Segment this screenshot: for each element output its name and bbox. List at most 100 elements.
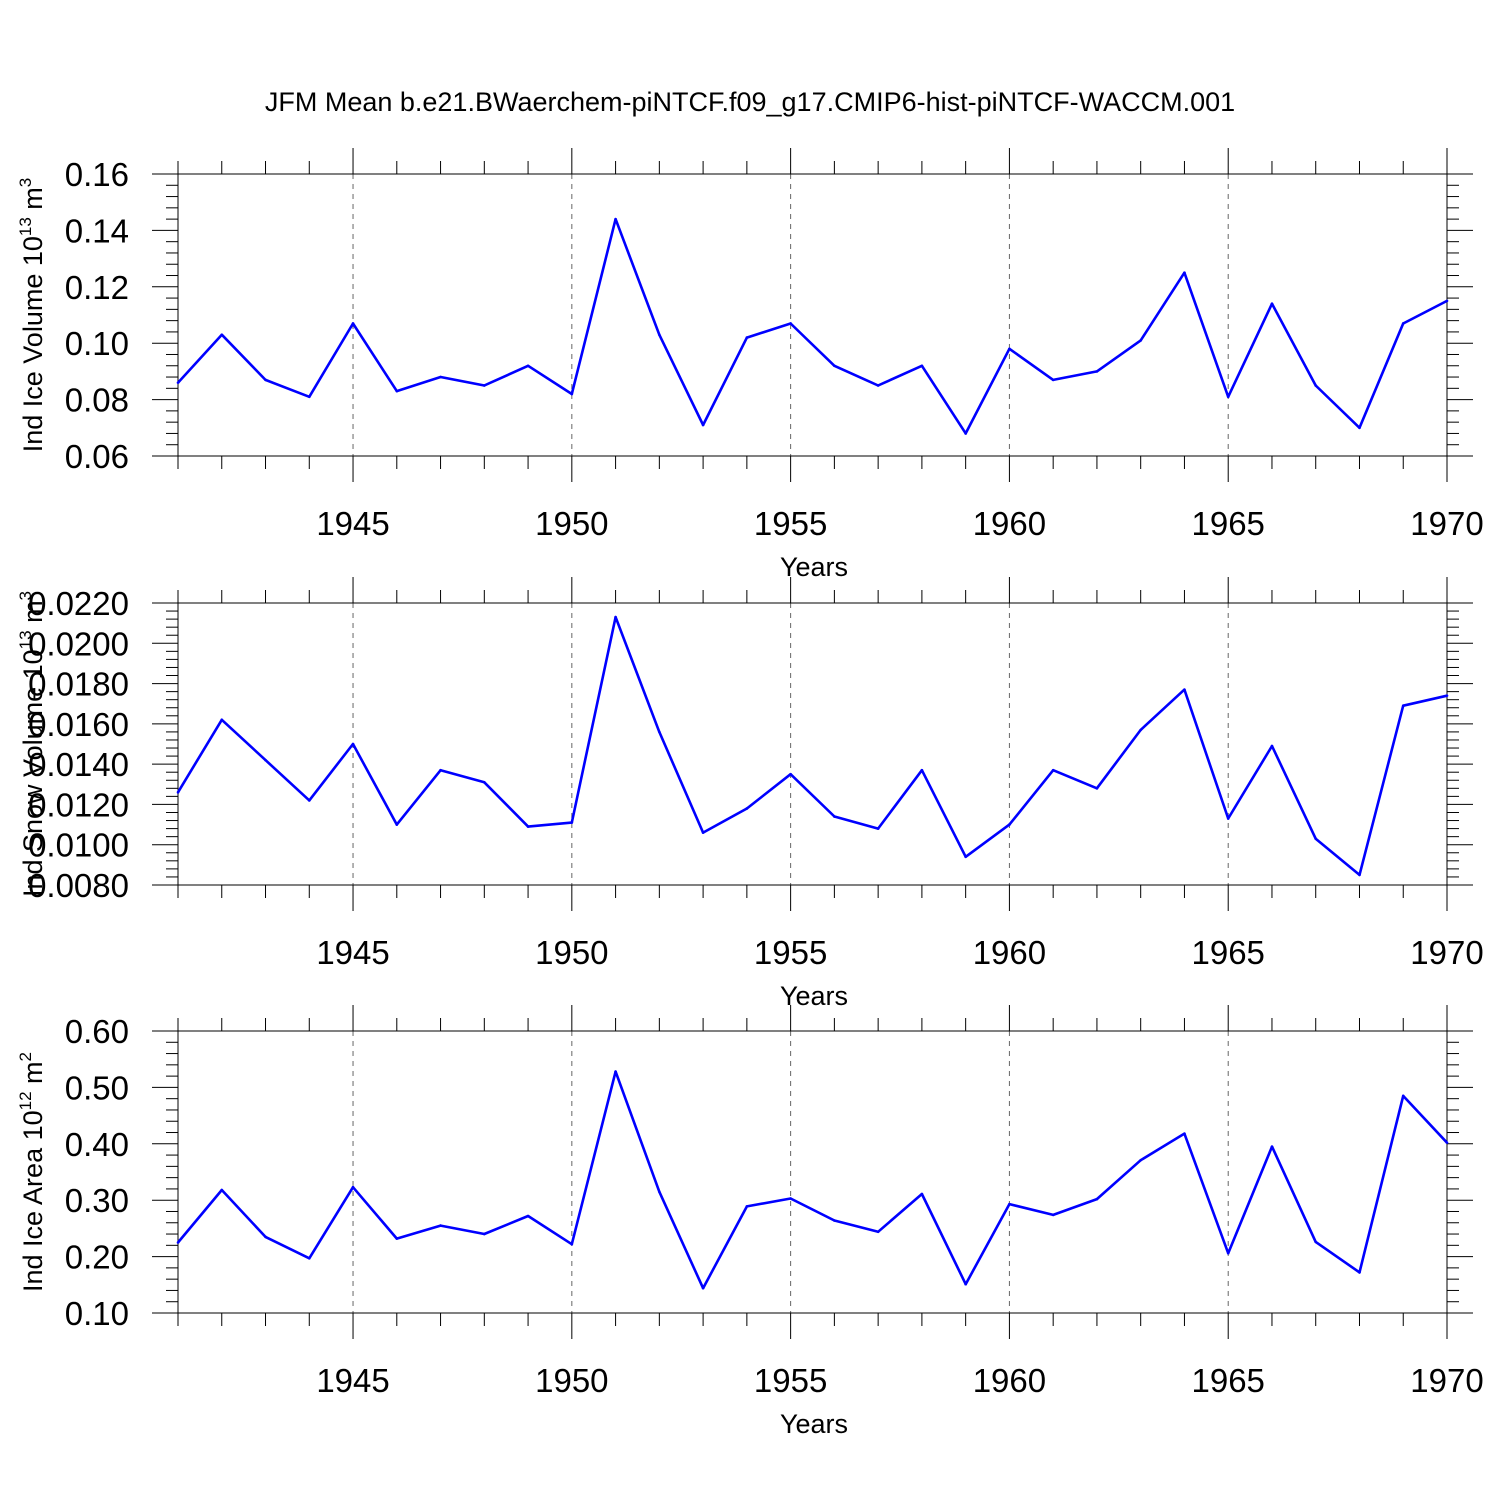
data-point <box>1358 873 1361 877</box>
x-tick-label: 1960 <box>973 1362 1046 1399</box>
y-tick-label: 0.0220 <box>28 585 129 622</box>
data-point <box>570 392 574 396</box>
data-point <box>351 1185 355 1189</box>
x-tick-label: 1965 <box>1191 1362 1264 1399</box>
chart-title: JFM Mean b.e21.BWaerchem-piNTCF.f09_g17.… <box>265 87 1235 117</box>
data-point <box>1008 347 1011 351</box>
data-point <box>439 375 442 379</box>
data-point <box>351 742 355 746</box>
data-point <box>307 395 311 399</box>
data-point <box>526 825 530 828</box>
data-point <box>920 768 924 772</box>
data-point <box>1183 271 1186 275</box>
data-point <box>1095 370 1099 373</box>
data-point <box>1358 1271 1361 1274</box>
data-point <box>264 1235 267 1239</box>
data-point <box>1051 768 1055 772</box>
data-point <box>1051 378 1055 382</box>
data-point <box>570 821 574 824</box>
data-point <box>1445 694 1449 697</box>
data-point <box>1401 1094 1405 1098</box>
data-point <box>789 772 792 776</box>
data-point <box>1183 688 1186 691</box>
panel-1: 0.06 0.08 0.10 0.12 0.14 0.16 1945 1950 1955 1960… <box>16 148 1484 582</box>
data-point <box>1008 823 1011 826</box>
data-point <box>1401 322 1405 325</box>
y-tick-label: 0.0180 <box>28 666 129 703</box>
data-point <box>1226 1251 1230 1255</box>
x-tick-label: 1960 <box>973 934 1046 971</box>
data-point <box>1270 744 1274 748</box>
data-point <box>483 384 486 387</box>
data-point <box>395 389 399 393</box>
data-point <box>701 831 705 834</box>
y-axis-title: Ind Ice Area 1012 m2 <box>16 1052 48 1292</box>
data-point <box>1226 395 1230 399</box>
x-tick-label: 1965 <box>1191 505 1264 542</box>
data-point <box>920 364 924 368</box>
data-point <box>614 217 617 221</box>
y-tick-label: 0.06 <box>65 438 129 475</box>
x-axis-title: Years <box>780 981 848 1011</box>
data-point <box>1139 339 1142 342</box>
data-point <box>395 1237 399 1240</box>
data-point <box>439 768 442 772</box>
x-tick-label: 1970 <box>1410 505 1483 542</box>
data-point <box>1226 817 1230 820</box>
data-point <box>1051 1213 1055 1217</box>
y-tick-label: 0.16 <box>65 156 129 193</box>
y-tick-label: 0.10 <box>65 325 129 362</box>
y-tick-label: 0.0200 <box>28 625 129 662</box>
data-point <box>1095 1197 1099 1201</box>
y-tick-label: 0.12 <box>65 269 129 306</box>
x-tick-label: 1970 <box>1410 1362 1483 1399</box>
data-point <box>264 758 267 762</box>
data-point <box>1139 728 1142 732</box>
data-point <box>570 1242 574 1246</box>
data-point <box>964 432 967 435</box>
data-point <box>1445 299 1449 303</box>
data-point <box>1445 1141 1449 1144</box>
data-point <box>658 730 661 734</box>
panel-3: 0.10 0.20 0.30 0.40 0.50 0.60 1945 1950 1955 1960… <box>16 1005 1484 1439</box>
y-axis-title: Ind Ice Volume 1013 m3 <box>16 178 48 453</box>
data-point <box>833 815 836 818</box>
data-point <box>745 1205 749 1208</box>
y-tick-label: 0.14 <box>65 212 129 249</box>
data-point <box>483 780 486 784</box>
data-point <box>964 1282 967 1286</box>
y-tick-label: 0.50 <box>65 1069 129 1106</box>
data-point <box>964 855 967 859</box>
x-tick-label: 1965 <box>1191 934 1264 971</box>
x-tick-label: 1970 <box>1410 934 1483 971</box>
data-point <box>876 1230 880 1234</box>
data-point <box>307 1256 311 1260</box>
data-point <box>833 1219 836 1222</box>
data-point <box>351 322 355 325</box>
data-point <box>1139 1158 1142 1162</box>
y-tick-label: 0.0120 <box>28 786 129 823</box>
data-point <box>1008 1202 1011 1206</box>
data-point <box>789 1197 792 1200</box>
x-tick-label: 1945 <box>316 934 389 971</box>
data-point <box>264 378 267 382</box>
x-tick-label: 1955 <box>754 934 827 971</box>
data-point <box>1095 787 1099 790</box>
data-point <box>526 364 530 368</box>
data-point <box>483 1232 486 1236</box>
y-axis-title: Ind Snow Volume 1013 m3 <box>16 591 48 897</box>
data-point <box>1401 704 1405 708</box>
data-point <box>614 615 617 619</box>
data-point <box>176 1241 180 1244</box>
data-point <box>701 1286 705 1290</box>
data-point <box>1270 1145 1274 1148</box>
x-tick-label: 1950 <box>535 934 608 971</box>
y-tick-label: 0.30 <box>65 1182 129 1219</box>
data-point <box>833 364 836 368</box>
data-point <box>395 823 399 826</box>
data-point <box>220 1188 224 1192</box>
x-tick-label: 1950 <box>535 1362 608 1399</box>
data-point <box>220 333 224 337</box>
x-tick-label: 1945 <box>316 1362 389 1399</box>
